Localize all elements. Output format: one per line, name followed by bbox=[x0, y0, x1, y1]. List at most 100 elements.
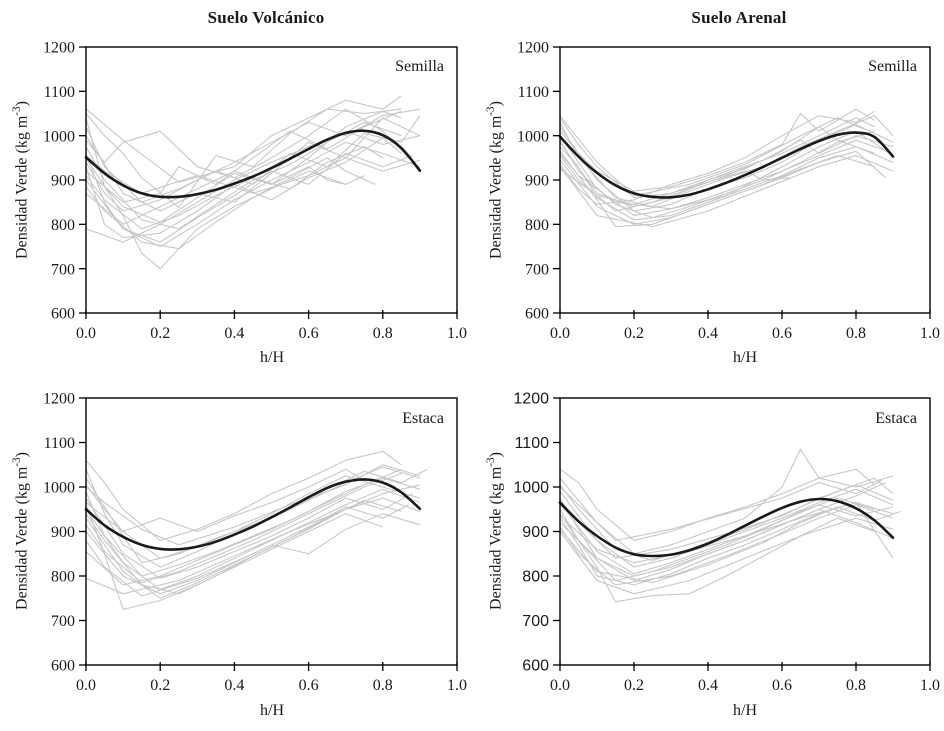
x-tick-label: 0.2 bbox=[624, 677, 644, 694]
y-axis-label-close: ) bbox=[487, 101, 505, 107]
panel-label-semilla-volcanico: Semilla bbox=[395, 58, 444, 75]
x-tick-label: 1.0 bbox=[447, 325, 467, 342]
x-tick-label: 0.6 bbox=[772, 677, 792, 694]
column-title-suelo-volcanico: Suelo Volcánico bbox=[207, 8, 325, 27]
x-tick-label: 0.8 bbox=[373, 677, 393, 694]
panel-2-plot: 600 700 800 900 1000 1100 1200 0.0 0.2 0.4 0.6 0.8 1… bbox=[43, 391, 467, 694]
y-axis-label-superscript: -3 bbox=[11, 106, 23, 116]
profile-line bbox=[85, 108, 421, 179]
profile-line bbox=[559, 502, 894, 575]
panel-label-estaca-arenal: Estaca bbox=[875, 410, 917, 427]
profile-line bbox=[559, 508, 894, 582]
y-axis-label-text: Densidad Verde (kg m bbox=[487, 466, 505, 610]
y-tick-label: 800 bbox=[525, 217, 549, 234]
profile-line bbox=[559, 150, 886, 225]
y-tick-label: 800 bbox=[51, 569, 75, 586]
y-tick-label: 1100 bbox=[518, 84, 549, 101]
profile-line bbox=[85, 141, 421, 248]
x-tick-label: 0.4 bbox=[698, 677, 718, 694]
profile-line bbox=[85, 115, 421, 203]
profile-line bbox=[85, 110, 402, 223]
x-axis-label-bottom-left: h/H bbox=[260, 702, 284, 719]
y-tick-label: 1100 bbox=[515, 435, 550, 452]
profile-line bbox=[85, 166, 346, 225]
profile-line bbox=[85, 108, 402, 209]
y-tick-label: 900 bbox=[51, 524, 75, 541]
profile-line bbox=[85, 155, 421, 194]
y-axis-label-text: Densidad Verde (kg m bbox=[487, 115, 505, 259]
profile-line bbox=[85, 468, 365, 533]
panel-label-semilla-arenal: Semilla bbox=[868, 58, 917, 75]
y-tick-label: 600 bbox=[522, 658, 549, 675]
profile-line bbox=[85, 468, 402, 577]
x-tick-label: 0.0 bbox=[550, 325, 570, 342]
y-axis-label-text: Densidad Verde (kg m bbox=[13, 466, 31, 610]
profile-line bbox=[559, 130, 894, 210]
y-tick-label: 800 bbox=[522, 569, 549, 586]
profile-line bbox=[559, 506, 901, 584]
x-axis-label-top-left: h/H bbox=[260, 349, 284, 366]
x-tick-label: 0.4 bbox=[698, 325, 718, 342]
profile-line bbox=[559, 513, 875, 603]
panel-1-plot: 600 700 800 900 1000 1100 1200 0.0 0.2 0.4 0.6 0.8 1… bbox=[517, 40, 940, 342]
x-axis-label-bottom-right: h/H bbox=[733, 702, 757, 719]
y-tick-label: 1100 bbox=[44, 84, 75, 101]
profile-line bbox=[85, 497, 421, 595]
profile-line bbox=[559, 477, 894, 561]
mean-density-curve bbox=[84, 478, 422, 551]
y-tick-label: 700 bbox=[522, 613, 549, 630]
profile-line bbox=[85, 493, 413, 579]
x-tick-label: 0.2 bbox=[150, 677, 170, 694]
profile-line bbox=[85, 157, 376, 250]
y-tick-label: 900 bbox=[51, 173, 75, 190]
x-tick-label: 0.8 bbox=[373, 325, 393, 342]
y-tick-label: 1200 bbox=[43, 40, 75, 57]
y-tick-label: 900 bbox=[522, 524, 549, 541]
x-tick-label: 0.8 bbox=[846, 677, 866, 694]
y-axis-label-superscript: -3 bbox=[11, 457, 23, 467]
y-tick-label: 1000 bbox=[43, 128, 75, 145]
x-tick-label: 0.6 bbox=[299, 325, 319, 342]
y-axis-label-bottom-left: Densidad Verde (kg m-3) bbox=[7, 381, 31, 681]
panel-0-plot: 600 700 800 900 1000 1100 1200 0.0 0.2 0.4 0.6 0.8 1… bbox=[43, 40, 467, 342]
profile-line bbox=[85, 477, 421, 586]
x-tick-label: 1.0 bbox=[447, 677, 467, 694]
profile-line bbox=[559, 110, 875, 205]
profile-line bbox=[85, 130, 421, 243]
profile-line bbox=[559, 115, 864, 197]
y-tick-label: 1000 bbox=[513, 480, 549, 497]
profile-line bbox=[85, 108, 420, 212]
profile-line bbox=[85, 464, 421, 546]
x-tick-label: 1.0 bbox=[920, 325, 940, 342]
y-axis-label-top-left: Densidad Verde (kg m-3) bbox=[7, 30, 31, 330]
x-tick-label: 0.4 bbox=[224, 677, 244, 694]
x-tick-label: 0.0 bbox=[550, 677, 570, 694]
y-tick-label: 1200 bbox=[43, 391, 75, 408]
y-tick-label: 1000 bbox=[517, 128, 549, 145]
mean-density-curve bbox=[558, 497, 895, 558]
profile-line bbox=[559, 479, 883, 541]
x-tick-label: 0.2 bbox=[150, 325, 170, 342]
profile-line bbox=[85, 468, 428, 564]
profile-line bbox=[85, 473, 402, 584]
x-tick-label: 0.8 bbox=[846, 325, 866, 342]
profile-line bbox=[559, 468, 894, 541]
profile-line bbox=[85, 488, 421, 591]
y-tick-label: 1200 bbox=[513, 391, 549, 408]
profile-line bbox=[559, 517, 894, 595]
y-axis-label-text: Densidad Verde (kg m bbox=[13, 115, 31, 259]
profile-line bbox=[85, 475, 421, 559]
x-tick-label: 0.6 bbox=[772, 325, 792, 342]
profile-line bbox=[85, 504, 410, 597]
y-tick-label: 600 bbox=[525, 306, 549, 323]
x-tick-label: 0.6 bbox=[299, 677, 319, 694]
y-tick-label: 700 bbox=[525, 261, 549, 278]
mean-density-curve bbox=[558, 131, 895, 199]
x-tick-label: 0.2 bbox=[624, 325, 644, 342]
y-axis-label-close: ) bbox=[487, 452, 505, 458]
y-tick-label: 600 bbox=[51, 306, 75, 323]
x-tick-label: 0.0 bbox=[76, 325, 96, 342]
profile-line bbox=[559, 448, 875, 555]
y-tick-label: 1200 bbox=[517, 40, 549, 57]
mean-density-curve bbox=[84, 129, 422, 199]
